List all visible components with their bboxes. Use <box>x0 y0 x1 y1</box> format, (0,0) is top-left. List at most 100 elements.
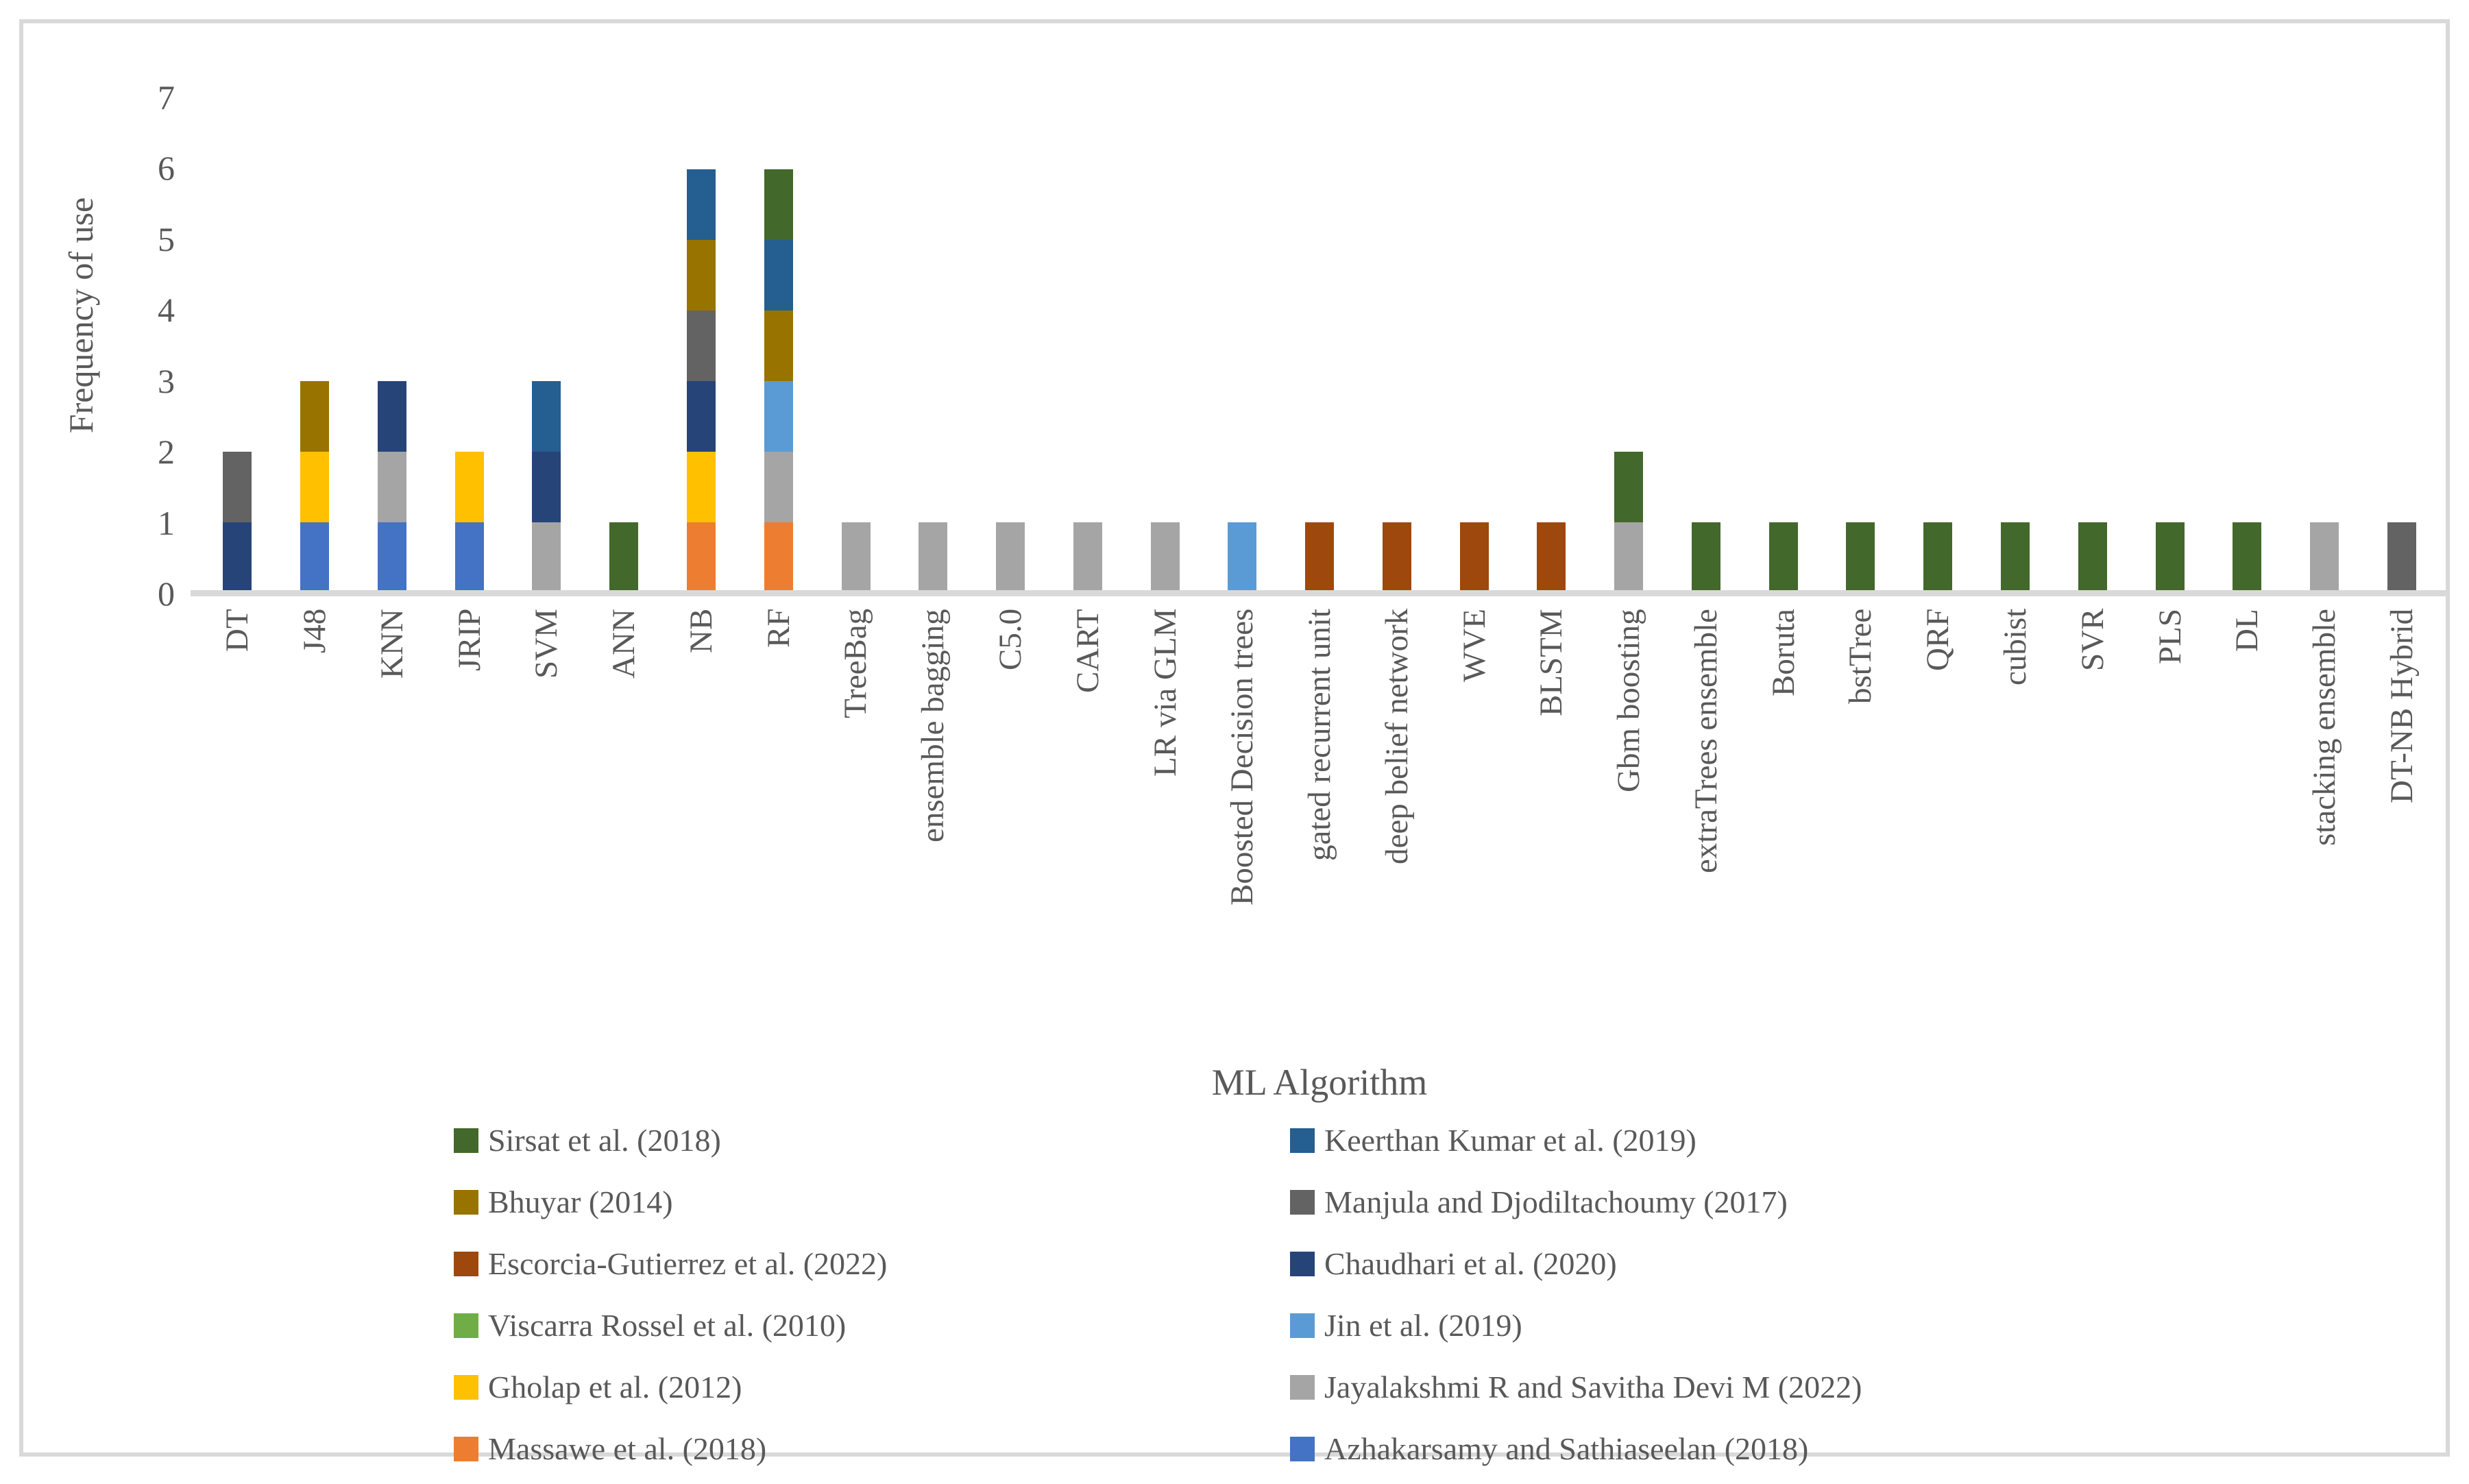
legend-entry: Gholap et al. (2012) <box>454 1371 1290 1404</box>
legend-entry: Jayalakshmi R and Savitha Devi M (2022) <box>1290 1371 1862 1404</box>
bar-column <box>354 99 431 593</box>
category-label-slot: cubist <box>1977 609 2054 1058</box>
legend-label: Sirsat et al. (2018) <box>488 1123 721 1158</box>
category-label-slot: LR via GLM <box>1126 609 1204 1058</box>
y-tick-label: 2 <box>158 433 175 472</box>
bar-segment <box>300 522 330 593</box>
bar-segment <box>764 381 793 452</box>
category-label-slot: CART <box>1049 609 1126 1058</box>
y-tick-label: 5 <box>158 219 175 258</box>
bar-column <box>2131 99 2209 593</box>
bar-column <box>2286 99 2363 593</box>
bar-stack <box>764 169 793 593</box>
bar-segment <box>2155 522 2185 593</box>
figure-border <box>19 19 2450 1457</box>
category-label: SVR <box>2074 609 2111 672</box>
bar-column <box>1744 99 1822 593</box>
bar-column <box>508 99 585 593</box>
category-label-slot: ANN <box>585 609 663 1058</box>
y-tick-label: 7 <box>158 78 175 117</box>
category-label-slot: QRF <box>1899 609 1977 1058</box>
bar-column <box>1435 99 1513 593</box>
legend-entry: Chaudhari et al. (2020) <box>1290 1248 1862 1280</box>
bar-column <box>2363 99 2440 593</box>
category-label-slot: gated recurrent unit <box>1281 609 1359 1058</box>
bar-segment <box>609 522 639 593</box>
category-label: SVM <box>528 609 565 679</box>
bar-stack <box>919 522 948 593</box>
legend-swatch-icon <box>1290 1128 1315 1153</box>
bar-column <box>817 99 895 593</box>
bar-stack <box>454 452 484 593</box>
bar-segment <box>454 522 484 593</box>
category-label-slot: J48 <box>276 609 354 1058</box>
bar-stack <box>1537 522 1566 593</box>
legend-label: Azhakarsamy and Sathiaseelan (2018) <box>1324 1431 1809 1466</box>
bar-column <box>2054 99 2131 593</box>
bar-segment <box>2233 522 2262 593</box>
legend-label: Bhuyar (2014) <box>488 1184 673 1219</box>
legend-entry: Escorcia-Gutierrez et al. (2022) <box>454 1248 1290 1280</box>
bar-segment <box>300 452 330 522</box>
bar-segment <box>841 522 871 593</box>
bar-segment <box>1382 522 1411 593</box>
y-tick-label: 3 <box>158 361 175 400</box>
legend: Sirsat et al. (2018) Keerthan Kumar et al… <box>454 1124 1862 1465</box>
bar-segment <box>532 381 561 452</box>
bar-segment <box>1228 522 1257 593</box>
bar-segment <box>1305 522 1335 593</box>
category-label: LR via GLM <box>1147 609 1183 777</box>
category-label-slot: extraTrees ensemble <box>1668 609 1745 1058</box>
legend-label: Keerthan Kumar et al. (2019) <box>1324 1123 1696 1158</box>
legend-entry: Jin et al. (2019) <box>1290 1309 1862 1342</box>
bar-stack <box>1614 452 1644 593</box>
bar-segment <box>532 452 561 522</box>
bar-stack <box>2078 522 2107 593</box>
bar-column <box>1281 99 1359 593</box>
x-axis-title: ML Algorithm <box>1211 1062 1428 1103</box>
legend-swatch-icon <box>1290 1313 1315 1338</box>
y-tick-labels: 7 6 5 4 3 2 1 0 <box>96 79 175 613</box>
category-label-slot: bstTree <box>1822 609 1899 1058</box>
legend-label: Gholap et al. (2012) <box>488 1370 742 1404</box>
category-label: RF <box>760 609 796 648</box>
bar-segment <box>919 522 948 593</box>
legend-entry: Viscarra Rossel et al. (2010) <box>454 1309 1290 1342</box>
category-label: extraTrees ensemble <box>1688 609 1724 873</box>
category-label-slot: SVR <box>2054 609 2131 1058</box>
category-label: QRF <box>1920 609 1956 672</box>
bar-segment <box>223 452 252 522</box>
bar-segment <box>300 381 330 452</box>
category-label: C5.0 <box>993 609 1029 671</box>
bar-column <box>1822 99 1899 593</box>
legend-swatch-icon <box>1290 1375 1315 1400</box>
bar-segment <box>1614 452 1644 522</box>
bar-segment <box>1614 522 1644 593</box>
category-label-slot: TreeBag <box>817 609 895 1058</box>
category-label: TreeBag <box>838 609 874 719</box>
bar-segment <box>454 452 484 522</box>
category-label: KNN <box>374 609 410 679</box>
legend-label: Chaudhari et al. (2020) <box>1324 1246 1617 1281</box>
category-label-slot: ensemble bagging <box>895 609 972 1058</box>
bar-column <box>1590 99 1668 593</box>
bar-segment <box>532 522 561 593</box>
bar-stack <box>2310 522 2339 593</box>
y-tick-label: 6 <box>158 149 175 188</box>
bar-segment <box>686 240 716 311</box>
category-label: J48 <box>297 609 333 654</box>
category-label: stacking ensemble <box>2307 609 2343 846</box>
bar-segment <box>1459 522 1489 593</box>
bar-stack <box>1768 522 1798 593</box>
bar-segment <box>377 522 406 593</box>
plot-area <box>199 99 2440 593</box>
bar-stack <box>686 169 716 593</box>
legend-swatch-icon <box>454 1375 478 1400</box>
category-label: gated recurrent unit <box>1302 609 1338 861</box>
y-axis-title: Frequency of use <box>62 197 100 434</box>
bar-column <box>585 99 663 593</box>
category-label: deep belief network <box>1378 609 1415 865</box>
bar-stack <box>1150 522 1180 593</box>
x-category-labels: DT J48 KNN JRIP SVM ANN NB RF TreeBag ensemble ba… <box>199 609 2440 1058</box>
category-label-slot: Boruta <box>1744 609 1822 1058</box>
